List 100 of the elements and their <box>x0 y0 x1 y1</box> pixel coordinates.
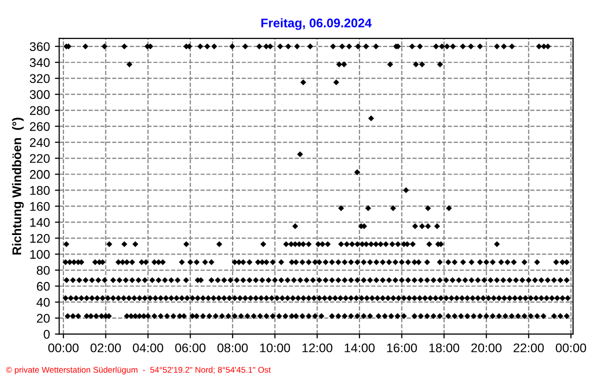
point <box>336 61 342 68</box>
point <box>434 223 440 230</box>
point <box>410 241 416 248</box>
y-tick-label: 220 <box>30 154 50 163</box>
x-tick-label: 14:00 <box>344 343 375 352</box>
point <box>126 61 132 68</box>
point <box>419 223 426 230</box>
x-tick-label: 00:00 <box>556 343 586 352</box>
point <box>433 43 439 50</box>
point <box>412 223 418 230</box>
point <box>446 205 452 212</box>
point <box>333 79 340 86</box>
point <box>500 43 507 50</box>
point <box>426 241 432 248</box>
y-tick-label: 360 <box>30 42 50 52</box>
y-tick-label: 20 <box>36 314 50 323</box>
point <box>460 43 466 50</box>
y-tick-label: 300 <box>30 90 50 99</box>
x-tick-label: 16:00 <box>387 343 417 352</box>
point <box>403 187 409 194</box>
point <box>204 43 210 50</box>
point <box>389 241 396 248</box>
x-tick-label: 22:00 <box>514 343 544 352</box>
y-tick-label: 320 <box>30 74 50 84</box>
point <box>365 205 372 212</box>
y-tick-label: 160 <box>30 202 50 211</box>
point <box>468 43 474 50</box>
point <box>390 205 396 212</box>
point <box>450 43 456 50</box>
x-tick-label: 02:00 <box>90 343 121 352</box>
point <box>344 241 350 248</box>
point <box>320 241 326 248</box>
x-tick-label: 10:00 <box>260 343 290 352</box>
point <box>339 43 346 50</box>
x-tick-label: 00:00 <box>48 343 79 352</box>
point <box>242 43 248 50</box>
point <box>324 241 331 248</box>
point <box>307 43 314 50</box>
x-tick-label: 18:00 <box>429 343 460 352</box>
y-tick-label: 340 <box>30 58 50 68</box>
y-tick-label: 280 <box>30 106 50 115</box>
point <box>494 43 500 50</box>
point <box>216 241 222 248</box>
point <box>536 43 542 50</box>
x-tick-label: 04:00 <box>132 343 164 352</box>
point <box>260 241 266 248</box>
point <box>82 43 88 50</box>
point <box>338 205 344 212</box>
x-tick-label: 12:00 <box>302 343 332 352</box>
point <box>294 43 300 50</box>
point <box>444 43 450 50</box>
point <box>378 241 384 248</box>
point <box>106 241 112 248</box>
point <box>197 43 204 50</box>
point <box>102 43 108 50</box>
point <box>285 43 292 50</box>
point <box>425 205 431 212</box>
point <box>211 43 218 50</box>
point <box>395 241 401 248</box>
point <box>373 241 379 248</box>
point <box>297 151 304 158</box>
point <box>63 241 70 248</box>
point <box>494 241 500 248</box>
y-tick-label: 0 <box>44 330 50 339</box>
point <box>349 241 356 248</box>
point <box>306 241 312 248</box>
point <box>121 43 128 50</box>
y-tick-label: 240 <box>30 138 50 147</box>
point <box>409 43 416 50</box>
y-tick-label: 40 <box>36 298 50 307</box>
point <box>229 43 236 50</box>
point <box>508 43 515 50</box>
point <box>354 241 360 248</box>
y-tick-label: 60 <box>36 282 50 291</box>
point <box>256 43 262 50</box>
point <box>382 241 389 248</box>
point <box>283 241 290 248</box>
text: © private Wetterstation Süderlügum - 54°52'19.2" Nord; 8°54'45.1" Ost <box>6 366 271 374</box>
point <box>419 61 426 68</box>
y-tick-label: 80 <box>36 266 50 275</box>
x-tick-label: 08:00 <box>217 343 248 352</box>
point <box>417 43 423 50</box>
point <box>330 43 336 50</box>
x-tick-label: 06:00 <box>175 343 206 352</box>
point <box>346 43 352 50</box>
point <box>412 61 419 68</box>
point <box>387 61 394 68</box>
y-tick-label: 100 <box>30 250 50 259</box>
point <box>292 223 298 230</box>
y-tick-label: 200 <box>30 170 50 179</box>
point <box>132 241 138 248</box>
point <box>439 43 445 50</box>
point <box>121 241 128 248</box>
point <box>277 43 284 50</box>
point <box>368 115 374 122</box>
point <box>477 43 483 50</box>
point <box>355 43 361 50</box>
x-tick-label: 20:00 <box>471 343 502 352</box>
point <box>300 79 306 86</box>
point <box>373 43 379 50</box>
